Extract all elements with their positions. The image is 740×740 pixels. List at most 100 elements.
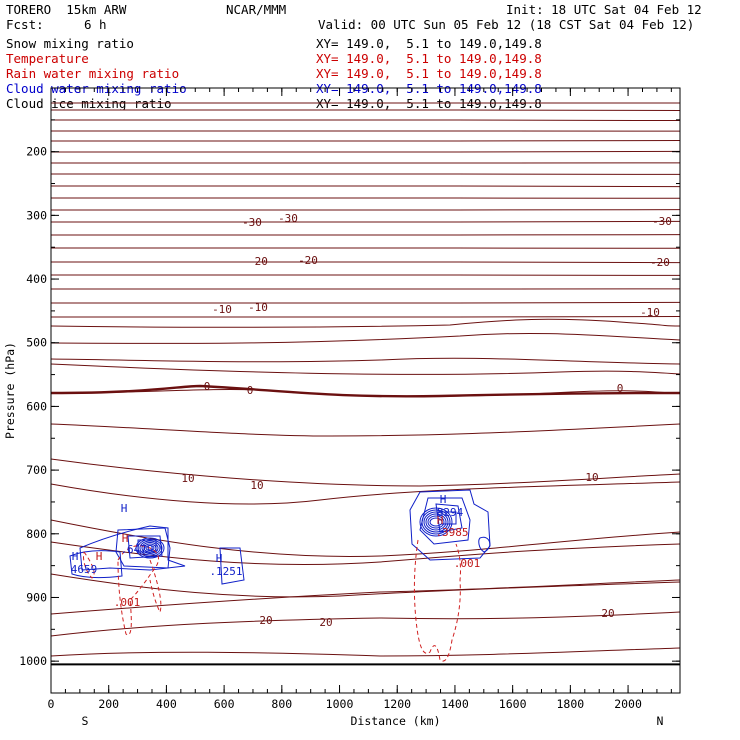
- cloud-water-label: .6479: [120, 543, 153, 556]
- isotherm-label: -30: [278, 212, 298, 225]
- isotherm-line: [50, 150, 681, 153]
- rain-label: H: [122, 532, 129, 545]
- rain-label: .001: [454, 557, 481, 570]
- x-tick-label: 1000: [326, 697, 354, 711]
- rain-label: .3985: [435, 526, 468, 539]
- temperature-contours: [50, 102, 681, 657]
- cloud-water-contour: [135, 537, 165, 559]
- isotherm-line: [50, 363, 681, 375]
- y-tick-label: 200: [26, 145, 47, 159]
- init-time: Init: 18 UTC Sat 04 Feb 12: [506, 2, 702, 17]
- isotherm-line: [50, 261, 681, 264]
- cloud-water-contour: [137, 539, 163, 557]
- isotherm-line: [50, 220, 681, 223]
- field-snow-xy: XY= 149.0, 5.1 to 149.0,149.8: [316, 36, 542, 51]
- cloud-water-contour: [419, 497, 471, 545]
- field-temperature-xy: XY= 149.0, 5.1 to 149.0,149.8: [316, 51, 542, 66]
- freezing-level-line: [50, 384, 681, 398]
- rain-contour: [413, 539, 461, 662]
- cloud-water-label: 8294: [437, 506, 464, 519]
- x-tick-label: 600: [214, 697, 235, 711]
- center-title: NCAR/MMM: [226, 2, 287, 17]
- cloud-water-label: H: [216, 552, 223, 565]
- forecast-label: Fcst:: [6, 17, 44, 32]
- cloud-water-label: 4659: [71, 563, 98, 576]
- isotherm-line: [50, 357, 681, 365]
- rain-label: H: [437, 514, 444, 527]
- isotherm-label: -20: [650, 256, 670, 269]
- isotherm-line: [50, 301, 681, 304]
- cloud-water-contour: [421, 509, 451, 535]
- cloud-water-contour: [143, 543, 157, 553]
- rain-contour: [83, 551, 95, 579]
- cloud-water-contour: [427, 515, 445, 529]
- isotherm-label: 0: [247, 384, 254, 397]
- rain-label: .001: [114, 596, 141, 609]
- isotherm-line: [50, 109, 681, 112]
- isotherm-line: [50, 332, 681, 344]
- rain-contour: [117, 545, 159, 636]
- cloud-water-contour: [141, 542, 159, 554]
- isotherm-line: [50, 647, 681, 657]
- isotherm-label: -10: [212, 303, 232, 316]
- cloud-water-contour: [419, 507, 453, 537]
- cloud-water-contour: [429, 517, 443, 527]
- cloud-water-label: H: [121, 502, 128, 515]
- model-title: TORERO 15km ARW: [6, 2, 127, 17]
- x-tick-label: 1400: [441, 697, 469, 711]
- isotherm-label: 0: [204, 380, 211, 393]
- cloud-water-contour: [423, 511, 449, 533]
- isotherm-label: 10: [585, 471, 598, 484]
- cloud-water-contour: [127, 535, 163, 559]
- cloud-water-contour: [478, 536, 491, 553]
- y-tick-label: 600: [26, 399, 47, 413]
- x-tick-label: 200: [98, 697, 119, 711]
- y-tick-label: 400: [26, 272, 47, 286]
- plot-frame: [50, 87, 681, 694]
- isotherm-label: -20: [248, 255, 268, 268]
- field-temperature-name: Temperature: [6, 51, 89, 66]
- rain-contours: [83, 539, 461, 662]
- isotherm-line: [50, 458, 681, 487]
- x-tick-label: 1200: [383, 697, 411, 711]
- isotherm-line: [50, 611, 681, 637]
- x-axis-label: Distance (km): [350, 714, 440, 728]
- y-tick-label: 700: [26, 463, 47, 477]
- y-tick-label: 800: [26, 527, 47, 541]
- isotherm-label: -10: [248, 301, 268, 314]
- y-tick-label: 500: [26, 336, 47, 350]
- cloud-water-label: H: [72, 550, 79, 563]
- rain-label: H: [96, 550, 103, 563]
- isotherm-line: [50, 573, 681, 598]
- isotherm-line: [50, 579, 681, 615]
- isotherm-label: -30: [242, 216, 262, 229]
- cloud-water-contour: [79, 525, 186, 571]
- isotherm-label: 10: [250, 479, 263, 492]
- x-tick-label: 1600: [499, 697, 527, 711]
- isotherm-line: [50, 481, 681, 505]
- isotherm-label: 20: [601, 607, 614, 620]
- y-tick-label: 900: [26, 590, 47, 604]
- north-end-label: N: [657, 714, 664, 728]
- isotherm-label: 20: [319, 616, 332, 629]
- cloud-water-contour: [145, 545, 155, 551]
- isotherm-label: -10: [640, 306, 660, 319]
- y-tick-label: 300: [26, 208, 47, 222]
- isotherm-line: [50, 185, 681, 188]
- cloud-water-contour: [435, 503, 463, 533]
- field-rain-name: Rain water mixing ratio: [6, 66, 180, 81]
- south-end-label: S: [82, 714, 89, 728]
- x-tick-label: 1800: [557, 697, 585, 711]
- cloud-water-contours: [69, 489, 491, 585]
- x-tick-label: 0: [48, 697, 55, 711]
- isotherm-label: -20: [298, 254, 318, 267]
- x-tick-label: 800: [271, 697, 292, 711]
- field-rain-xy: XY= 149.0, 5.1 to 149.0,149.8: [316, 66, 542, 81]
- isotherm-label: 0: [617, 382, 624, 395]
- cloud-water-label: .1251: [209, 565, 242, 578]
- field-snow-name: Snow mixing ratio: [6, 36, 134, 51]
- isotherm-label: 20: [259, 614, 272, 627]
- cloud-water-contour: [219, 547, 245, 585]
- rain-contour: [149, 559, 162, 614]
